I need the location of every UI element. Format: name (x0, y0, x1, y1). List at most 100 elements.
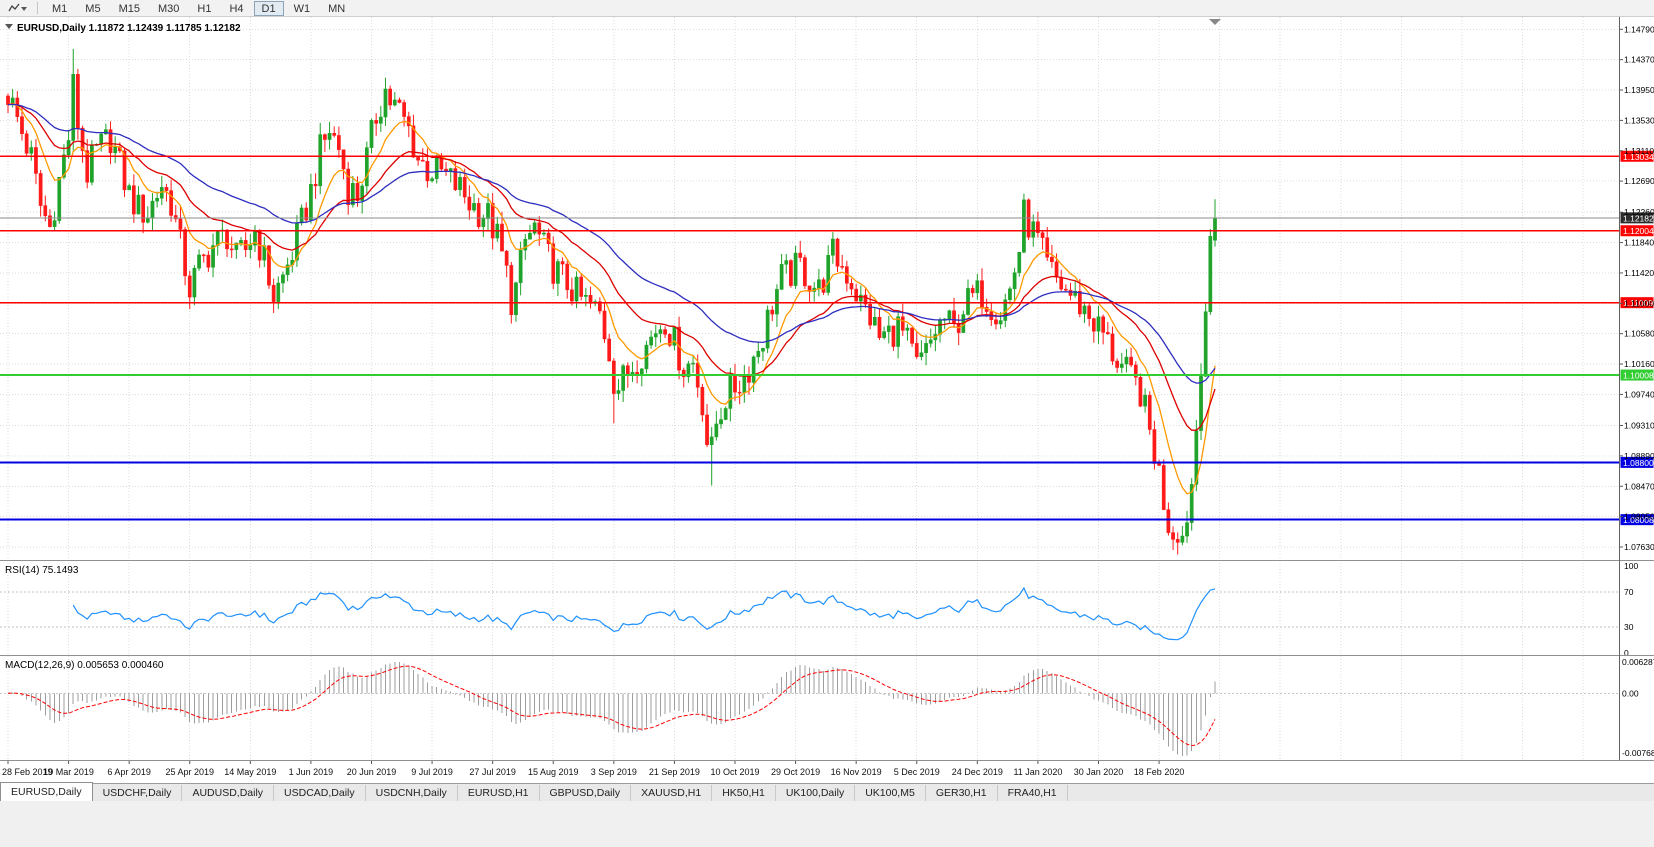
tab-uk100-daily[interactable]: UK100,Daily (776, 785, 856, 801)
toolbar-separator (37, 2, 38, 14)
date-axis-label: 29 Oct 2019 (771, 767, 820, 777)
price-axis-label: 1.14790 (1624, 24, 1654, 34)
price-axis-label: 1.09740 (1624, 389, 1654, 399)
chart-tabs: EURUSD,Daily USDCHF,Daily AUDUSD,Daily USDC… (0, 782, 1654, 801)
svg-text:1.12182: 1.12182 (1623, 213, 1654, 223)
price-axis-label: 1.09310 (1624, 421, 1654, 431)
svg-text:1.13034: 1.13034 (1623, 152, 1654, 162)
timeframe-m5[interactable]: M5 (77, 1, 108, 16)
price-axis-label: 1.12690 (1624, 176, 1654, 186)
svg-text:70: 70 (1624, 587, 1634, 597)
tab-ger30-h1[interactable]: GER30,H1 (926, 785, 998, 801)
timeframe-buttons: M1 M5 M15 M30 H1 H4 D1 W1 MN (43, 0, 354, 16)
date-axis-label: 1 Jun 2019 (289, 767, 334, 777)
rsi-panel: 100 70 30 0 (0, 561, 1638, 658)
tab-eurusd-daily[interactable]: EURUSD,Daily (0, 782, 93, 801)
tab-fra40-h1[interactable]: FRA40,H1 (998, 785, 1068, 801)
date-axis-label: 15 Aug 2019 (528, 767, 579, 777)
svg-text:1.08008: 1.08008 (1623, 515, 1654, 525)
date-axis-label: 21 Sep 2019 (649, 767, 700, 777)
date-axis-label: 14 May 2019 (224, 767, 276, 777)
price-label-box (1620, 456, 1654, 468)
chart-type-dropdown[interactable] (4, 1, 32, 16)
price-axis-label: 1.08050 (1624, 512, 1654, 522)
timeframe-d1[interactable]: D1 (253, 0, 284, 16)
date-axis-label: 30 Jan 2020 (1074, 767, 1124, 777)
macd-signal-line (7, 665, 1216, 747)
date-axis-label: 27 Jul 2019 (469, 767, 516, 777)
date-axis-label: 5 Dec 2019 (894, 767, 940, 777)
timeframe-m1[interactable]: M1 (44, 1, 75, 16)
price-axis-label: 1.14370 (1624, 55, 1654, 65)
chart-type-icon (8, 3, 27, 12)
price-axis-label: 1.08890 (1624, 451, 1654, 461)
timeframe-h4[interactable]: H4 (221, 1, 251, 16)
price-axis-label: 1.13110 (1624, 146, 1654, 156)
chart-shift-marker[interactable] (1209, 19, 1221, 25)
timeframe-h1[interactable]: H1 (189, 1, 219, 16)
date-axis-label: 20 Jun 2019 (347, 767, 397, 777)
dropdown-caret-icon (21, 7, 27, 11)
panel-frame-layer (0, 17, 1654, 761)
macd-panel: 0.006287 0.00 -0.007685 (0, 657, 1654, 758)
price-axis-label: 1.13950 (1624, 85, 1654, 95)
tab-xauusd-h1[interactable]: XAUUSD,H1 (631, 785, 713, 801)
svg-text:0: 0 (1624, 648, 1629, 658)
svg-text:30: 30 (1624, 622, 1634, 632)
tab-gbpusd-daily[interactable]: GBPUSD,Daily (540, 785, 632, 801)
price-label-box (1620, 369, 1654, 381)
price-axis-label: 1.12260 (1624, 207, 1654, 217)
price-axis-label: 1.08470 (1624, 481, 1654, 491)
date-axis-label: 9 Jul 2019 (411, 767, 453, 777)
price-label-box (1620, 225, 1654, 237)
bottom-filler (0, 801, 1654, 847)
date-axis-label: 25 Apr 2019 (165, 767, 214, 777)
date-axis-label: 3 Sep 2019 (591, 767, 637, 777)
timeframe-m30[interactable]: M30 (150, 1, 187, 16)
price-axis-label: 1.07630 (1624, 542, 1654, 552)
ohlc-info: EURUSD,Daily 1.11872 1.12439 1.11785 1.1… (17, 23, 241, 34)
date-axis-label: 10 Oct 2019 (710, 767, 759, 777)
macd-header: MACD(12,26,9) 0.005653 0.000460 (5, 660, 164, 671)
date-axis-label: 16 Nov 2019 (831, 767, 882, 777)
price-axis-label: 1.10160 (1624, 359, 1654, 369)
price-axis-label: 1.13530 (1624, 115, 1654, 125)
timeframe-mn[interactable]: MN (320, 1, 353, 16)
tab-usdcad-daily[interactable]: USDCAD,Daily (274, 785, 366, 801)
timeframe-m15[interactable]: M15 (111, 1, 148, 16)
one-click-trading-icon[interactable] (5, 24, 13, 29)
tab-hk50-h1[interactable]: HK50,H1 (712, 785, 776, 801)
tab-uk100-m5[interactable]: UK100,M5 (855, 785, 926, 801)
svg-text:1.11009: 1.11009 (1623, 298, 1653, 308)
timeframe-w1[interactable]: W1 (286, 1, 319, 16)
svg-text:1.12004: 1.12004 (1623, 226, 1654, 236)
svg-text:0.00: 0.00 (1622, 688, 1639, 698)
grid-layer (0, 17, 1654, 783)
tab-audusd-daily[interactable]: AUDUSD,Daily (182, 785, 275, 801)
date-axis-label: 6 Apr 2019 (107, 767, 151, 777)
price-label-box (1620, 514, 1654, 526)
price-label-box (1620, 150, 1654, 162)
price-axis-label: 1.10580 (1624, 329, 1654, 339)
tab-usdchf-daily[interactable]: USDCHF,Daily (93, 785, 183, 801)
horizontal-lines-layer: 1.13034 1.12004 1.11009 1.10008 1.08800 1.080… (0, 150, 1654, 526)
ma-25-line (7, 103, 1216, 431)
rsi-line (72, 586, 1216, 641)
tab-usdcnh-daily[interactable]: USDCNH,Daily (366, 785, 458, 801)
svg-text:1.10008: 1.10008 (1623, 371, 1654, 381)
date-axis-label: 19 Mar 2019 (43, 767, 94, 777)
date-axis-label: 18 Feb 2020 (1134, 767, 1185, 777)
tab-eurusd-h1[interactable]: EURUSD,H1 (458, 785, 540, 801)
timeframe-toolbar: M1 M5 M15 M30 H1 H4 D1 W1 MN (0, 0, 1654, 17)
svg-text:-0.007685: -0.007685 (1622, 748, 1654, 758)
rsi-header: RSI(14) 75.1493 (5, 565, 79, 576)
price-label-box (1620, 297, 1654, 309)
svg-text:0.006287: 0.006287 (1622, 657, 1654, 667)
price-chart-area[interactable]: 1.13034 1.12004 1.11009 1.10008 1.08800 1.080… (0, 17, 1654, 783)
date-axis-label: 24 Dec 2019 (952, 767, 1003, 777)
price-axis-label: 1.11420 (1624, 268, 1654, 278)
date-axis-label: 28 Feb 2019 (2, 767, 53, 777)
price-axis-label: 1.11000 (1624, 298, 1654, 308)
